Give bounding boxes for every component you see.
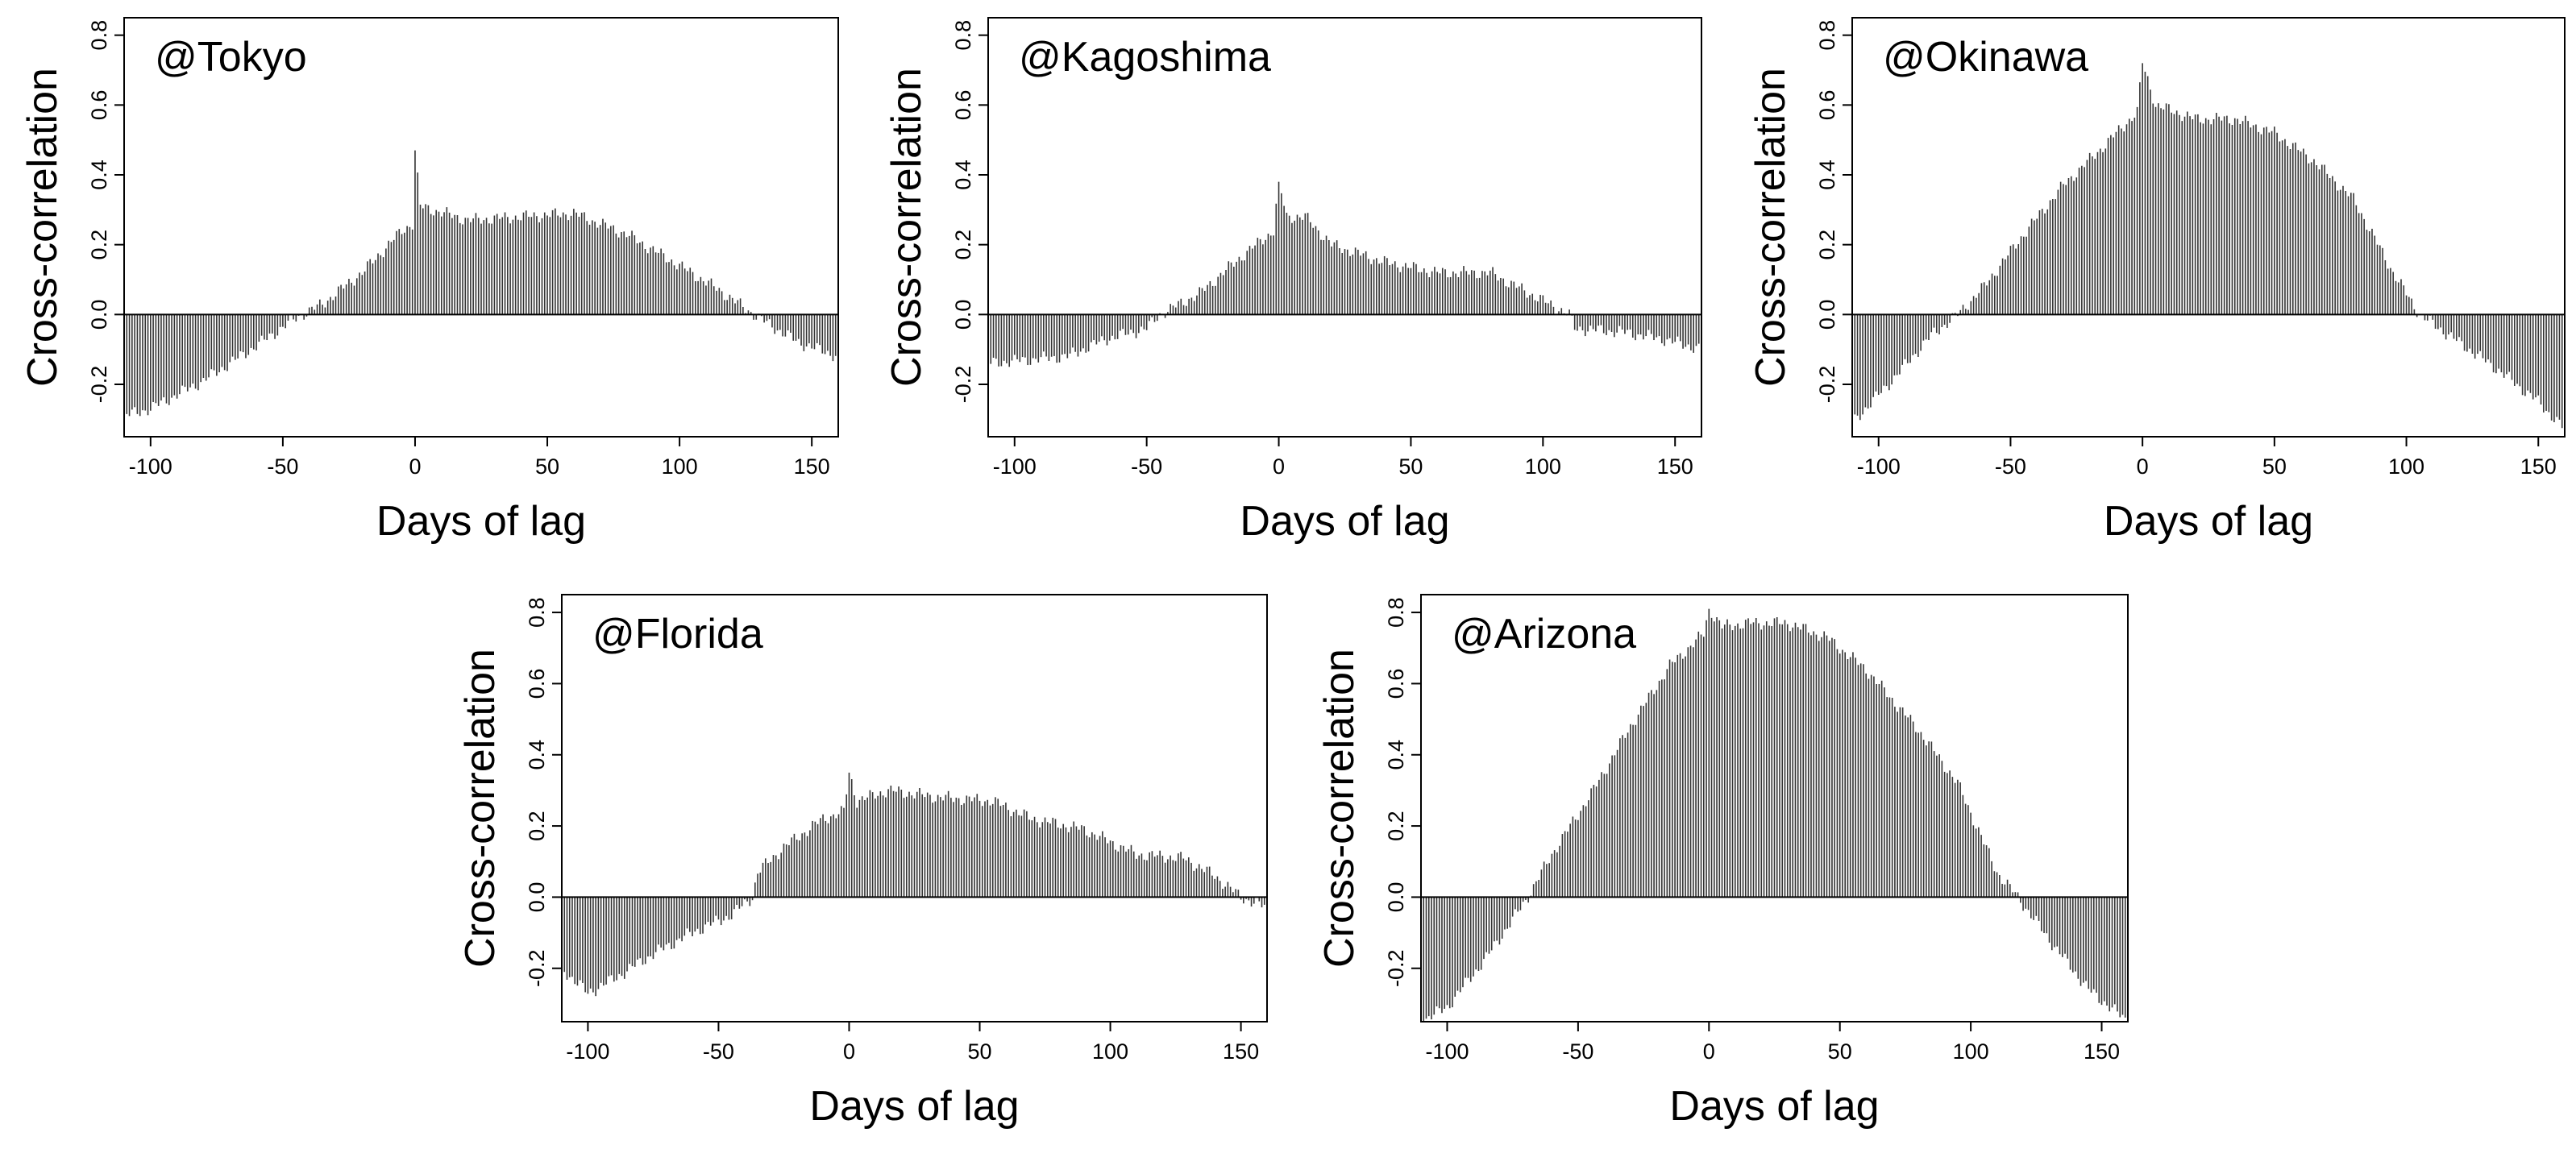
x-tick-label: -50 xyxy=(267,454,298,479)
x-tick-label: 0 xyxy=(409,454,421,479)
y-tick-label: 0.2 xyxy=(1384,811,1408,841)
x-tick-label: 0 xyxy=(1273,454,1285,479)
x-axis-label: Days of lag xyxy=(1240,498,1449,545)
bar-series xyxy=(1420,608,2129,1022)
y-tick-label: 0.4 xyxy=(525,740,549,770)
x-tick-label: 100 xyxy=(662,454,698,479)
y-tick-label: 0.0 xyxy=(525,882,549,913)
y-tick-label: 0.8 xyxy=(951,20,975,51)
x-tick-label: -100 xyxy=(566,1039,609,1064)
y-tick-label: 0.8 xyxy=(525,597,549,628)
y-tick-label: 0.6 xyxy=(1384,669,1408,699)
x-tick-label: 100 xyxy=(2388,454,2424,479)
x-tick-label: 150 xyxy=(794,454,830,479)
y-tick-label: -0.2 xyxy=(1384,949,1408,987)
y-tick-label: 0.4 xyxy=(1815,160,1839,190)
y-tick-label: 0.6 xyxy=(1815,90,1839,121)
y-tick-label: 0.0 xyxy=(87,300,111,330)
x-tick-label: -100 xyxy=(1857,454,1901,479)
y-tick-label: 0.2 xyxy=(951,230,975,260)
x-tick-label: 50 xyxy=(2262,454,2287,479)
y-tick-label: -0.2 xyxy=(87,366,111,404)
x-tick-label: 150 xyxy=(2520,454,2557,479)
x-tick-label: -50 xyxy=(1131,454,1162,479)
bar-series xyxy=(123,150,839,417)
x-tick-label: 0 xyxy=(1703,1039,1715,1064)
y-tick-label: 0.2 xyxy=(1815,230,1839,260)
x-tick-label: 100 xyxy=(1525,454,1561,479)
x-tick-label: -100 xyxy=(1425,1039,1469,1064)
plot-frame xyxy=(561,594,1268,1022)
bar-series xyxy=(987,181,1702,367)
x-tick-label: 50 xyxy=(1398,454,1423,479)
x-tick-label: 150 xyxy=(1657,454,1693,479)
plot-frame xyxy=(1851,17,2566,438)
y-tick-label: 0.2 xyxy=(87,230,111,260)
y-axis-label: Cross-correlation xyxy=(1747,68,1794,387)
y-axis-label: Cross-correlation xyxy=(883,68,930,387)
y-tick-label: -0.2 xyxy=(1815,366,1839,404)
y-tick-label: 0.8 xyxy=(87,20,111,51)
y-tick-label: -0.2 xyxy=(525,949,549,987)
bar-series xyxy=(1851,63,2566,429)
chart-panel: -100 -50 0 50 100 150 -0.2 0.0 0.2 0.4 0.6 0.8 @Ariz… xyxy=(1316,594,2129,1130)
y-tick-label: 0.8 xyxy=(1384,597,1408,628)
chart-panel: -100 -50 0 50 100 150 -0.2 0.0 0.2 0.4 0.6 0.8 @Toky… xyxy=(19,17,839,545)
y-tick-label: 0.4 xyxy=(87,160,111,190)
y-tick-label: 0.6 xyxy=(951,90,975,121)
y-tick-label: 0.4 xyxy=(1384,740,1408,770)
panel-title: @Kagoshima xyxy=(1019,34,1271,81)
x-tick-label: 50 xyxy=(1828,1039,1852,1064)
panel-title: @Arizona xyxy=(1452,611,1636,657)
y-tick-label: 0.2 xyxy=(525,811,549,841)
x-tick-label: -100 xyxy=(993,454,1037,479)
y-tick-label: 0.0 xyxy=(951,300,975,330)
chart-panel: -100 -50 0 50 100 150 -0.2 0.0 0.2 0.4 0.6 0.8 @Okin… xyxy=(1747,17,2566,545)
x-tick-label: 0 xyxy=(843,1039,855,1064)
y-tick-label: 0.0 xyxy=(1815,300,1839,330)
chart-panel: -100 -50 0 50 100 150 -0.2 0.0 0.2 0.4 0.6 0.8 @Kago… xyxy=(883,17,1702,545)
x-tick-label: -50 xyxy=(703,1039,734,1064)
y-axis-label: Cross-correlation xyxy=(457,649,504,968)
x-tick-label: 150 xyxy=(2084,1039,2120,1064)
y-tick-label: 0.4 xyxy=(951,160,975,190)
x-tick-label: -100 xyxy=(129,454,172,479)
plot-frame xyxy=(123,17,839,438)
x-axis-label: Days of lag xyxy=(1669,1083,1879,1130)
x-tick-label: 50 xyxy=(967,1039,991,1064)
x-tick-label: 100 xyxy=(1092,1039,1128,1064)
panel-title: @Okinawa xyxy=(1883,34,2088,81)
plot-frame xyxy=(1420,594,2129,1022)
y-tick-label: -0.2 xyxy=(951,366,975,404)
x-tick-label: 100 xyxy=(1953,1039,1989,1064)
x-tick-label: 50 xyxy=(535,454,559,479)
x-tick-label: 150 xyxy=(1223,1039,1259,1064)
chart-panel: -100 -50 0 50 100 150 -0.2 0.0 0.2 0.4 0.6 0.8 @Flor… xyxy=(457,594,1268,1130)
panel-title: @Florida xyxy=(592,611,763,657)
bar-series xyxy=(561,772,1268,997)
x-axis-label: Days of lag xyxy=(2104,498,2313,545)
y-tick-label: 0.0 xyxy=(1384,882,1408,913)
x-axis-label: Days of lag xyxy=(809,1083,1019,1130)
y-tick-label: 0.6 xyxy=(87,90,111,121)
x-tick-label: -50 xyxy=(1995,454,2026,479)
x-tick-label: -50 xyxy=(1562,1039,1593,1064)
y-axis-label: Cross-correlation xyxy=(1316,649,1363,968)
y-tick-label: 0.6 xyxy=(525,669,549,699)
x-axis-label: Days of lag xyxy=(376,498,586,545)
y-axis-label: Cross-correlation xyxy=(19,68,66,387)
panel-title: @Tokyo xyxy=(155,34,307,81)
plot-frame xyxy=(987,17,1702,438)
x-tick-label: 0 xyxy=(2137,454,2149,479)
y-tick-label: 0.8 xyxy=(1815,20,1839,51)
